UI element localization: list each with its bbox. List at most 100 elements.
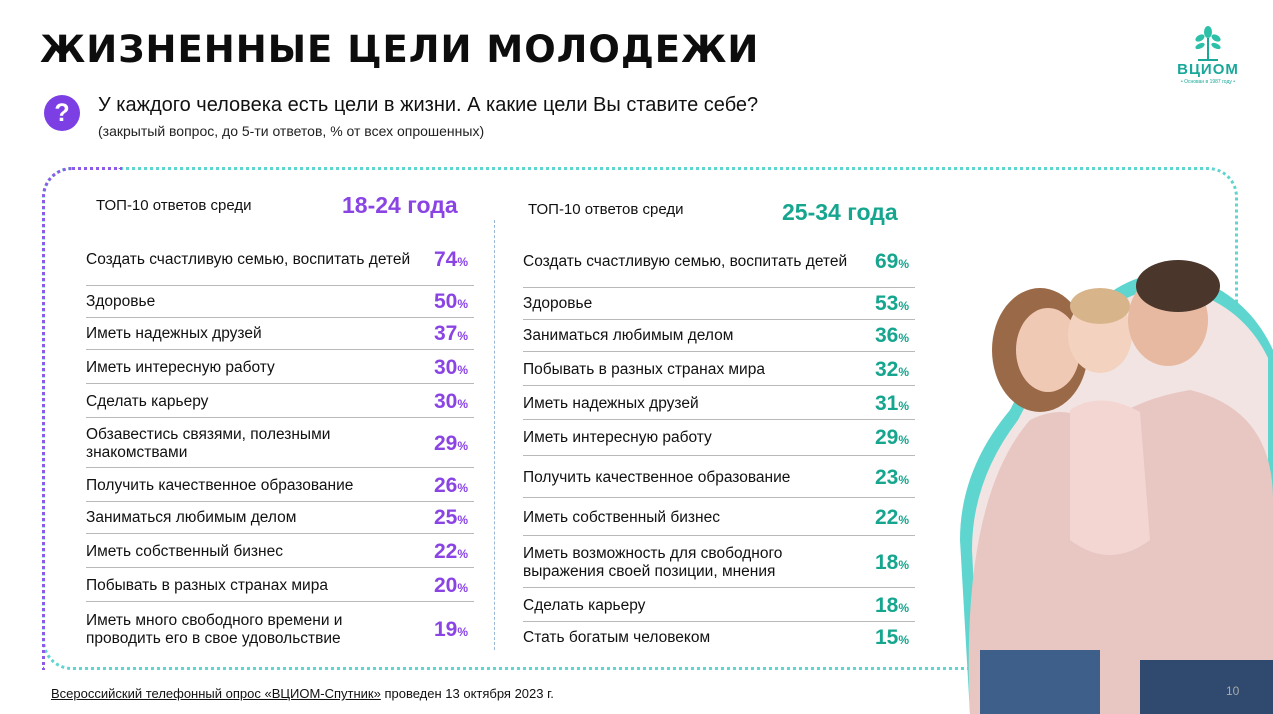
table-row: Иметь интересную работу 29% — [523, 420, 915, 456]
row-value-number: 50 — [433, 289, 458, 313]
row-value: 37% — [434, 322, 474, 346]
family-photo — [960, 260, 1273, 714]
row-label: Получить качественное образование — [523, 468, 791, 486]
row-label: Сделать карьеру — [86, 392, 209, 410]
row-value-number: 26 — [433, 473, 458, 497]
row-value-unit: % — [457, 296, 468, 311]
survey-link[interactable]: Всероссийский телефонный опрос «ВЦИОМ-Сп… — [51, 686, 381, 701]
row-label: Сделать карьеру — [523, 596, 646, 614]
row-value: 20% — [434, 574, 474, 598]
row-label: Стать богатым человеком — [523, 629, 711, 646]
row-label: Здоровье — [523, 294, 593, 312]
row-value-number: 15 — [874, 626, 899, 649]
row-value-unit: % — [457, 328, 468, 343]
row-value-unit: % — [898, 432, 909, 447]
row-value-number: 29 — [433, 431, 458, 455]
table-row: Получить качественное образование 26% — [86, 470, 474, 502]
row-value-unit: % — [898, 256, 909, 271]
row-value: 22% — [434, 540, 474, 564]
table-row: Иметь собственный бизнес 22% — [86, 536, 474, 568]
row-value: 30% — [434, 356, 474, 380]
row-value: 31% — [875, 392, 915, 416]
row-value: 26% — [434, 474, 474, 498]
row-label: Иметь интересную работу — [523, 428, 712, 446]
row-label: Иметь надежных друзей — [86, 324, 262, 342]
row-value: 29% — [434, 432, 474, 456]
table-row: Создать счастливую семью, воспитать дете… — [86, 234, 474, 286]
row-label: Создать счастливую семью, воспитать дете… — [86, 250, 411, 268]
row-label: Создать счастливую семью, воспитать дете… — [523, 252, 848, 270]
row-label: Получить качественное образование — [86, 476, 354, 494]
vciom-logo: ВЦИОМ • Основан в 1987 году • — [1162, 26, 1254, 98]
row-label: Иметь собственный бизнес — [86, 542, 283, 560]
row-value-unit: % — [898, 557, 909, 572]
table-row: Здоровье 50% — [86, 286, 474, 318]
row-value-unit: % — [898, 398, 909, 413]
row-value-unit: % — [457, 254, 468, 269]
row-value-unit: % — [898, 633, 909, 647]
row-value: 50% — [434, 290, 474, 314]
row-value: 15% — [875, 626, 915, 650]
row-label: Побывать в разных странах мира — [523, 360, 765, 378]
table-row: Обзавестись связями, полезными знакомств… — [86, 420, 474, 468]
content-frame-accent — [42, 167, 122, 670]
row-value: 19% — [434, 618, 474, 642]
row-value-unit: % — [457, 546, 468, 561]
column-divider — [494, 220, 495, 650]
row-value-unit: % — [457, 625, 468, 639]
row-label: Иметь много свободного времени и проводи… — [86, 612, 343, 647]
row-label: Обзавестись связями, полезными знакомств… — [86, 425, 331, 461]
footnote-rest: проведен 13 октября 2023 г. — [380, 686, 554, 701]
row-value-number: 18 — [874, 550, 899, 574]
row-value: 32% — [875, 358, 915, 382]
question-text: У каждого человека есть цели в жизни. А … — [98, 94, 759, 116]
right-age-group: 25-34 года — [782, 199, 898, 225]
row-value-number: 69 — [874, 249, 899, 273]
row-value-unit: % — [898, 330, 909, 345]
row-value-unit: % — [457, 438, 468, 453]
row-value: 30% — [434, 390, 474, 414]
row-value-unit: % — [457, 512, 468, 527]
row-value: 25% — [434, 506, 474, 530]
row-value-number: 22 — [433, 539, 458, 563]
row-value-unit: % — [898, 298, 909, 313]
left-header-label: ТОП-10 ответов среди — [96, 197, 252, 214]
table-row: Иметь собственный бизнес 22% — [523, 500, 915, 536]
table-row: Иметь надежных друзей 37% — [86, 318, 474, 350]
row-label: Иметь собственный бизнес — [523, 508, 720, 526]
row-label: Иметь интересную работу — [86, 358, 275, 376]
logo-name: ВЦИОМ — [1177, 61, 1239, 78]
row-value: 29% — [875, 426, 915, 450]
row-value-number: 30 — [433, 389, 458, 413]
table-row: Побывать в разных странах мира 32% — [523, 354, 915, 386]
table-row: Заниматься любимым делом 36% — [523, 320, 915, 352]
row-value: 22% — [875, 506, 915, 530]
page-number: 10 — [1226, 684, 1240, 698]
table-row: Иметь много свободного времени и проводи… — [86, 604, 474, 656]
row-value-unit: % — [898, 512, 909, 527]
row-value-unit: % — [457, 480, 468, 495]
row-value-number: 25 — [433, 505, 458, 529]
row-label: Здоровье — [86, 292, 156, 310]
table-row: Сделать карьеру 18% — [523, 590, 915, 622]
row-value-number: 36 — [874, 323, 899, 347]
row-value-unit: % — [898, 472, 909, 487]
row-value-number: 23 — [874, 465, 899, 489]
page-title: ЖИЗНЕННЫЕ ЦЕЛИ МОЛОДЕЖИ — [40, 28, 760, 71]
row-label: Заниматься любимым делом — [86, 508, 297, 526]
right-header-label: ТОП-10 ответов среди — [528, 201, 684, 218]
row-value-number: 20 — [433, 573, 458, 597]
row-value: 74% — [434, 248, 474, 272]
row-value: 53% — [875, 292, 915, 316]
row-value-unit: % — [898, 364, 909, 379]
left-age-group: 18-24 года — [342, 192, 458, 218]
logo-tagline: • Основан в 1987 году • — [1180, 79, 1236, 85]
row-value-number: 74 — [433, 247, 458, 271]
row-label: Иметь надежных друзей — [523, 394, 699, 412]
row-value-unit: % — [457, 396, 468, 411]
table-row: Стать богатым человеком 15% — [523, 624, 915, 652]
table-row: Иметь возможность для свободного выражен… — [523, 538, 915, 588]
tree-icon — [1195, 26, 1221, 61]
row-value: 18% — [875, 551, 915, 575]
table-row: Иметь надежных друзей 31% — [523, 388, 915, 420]
